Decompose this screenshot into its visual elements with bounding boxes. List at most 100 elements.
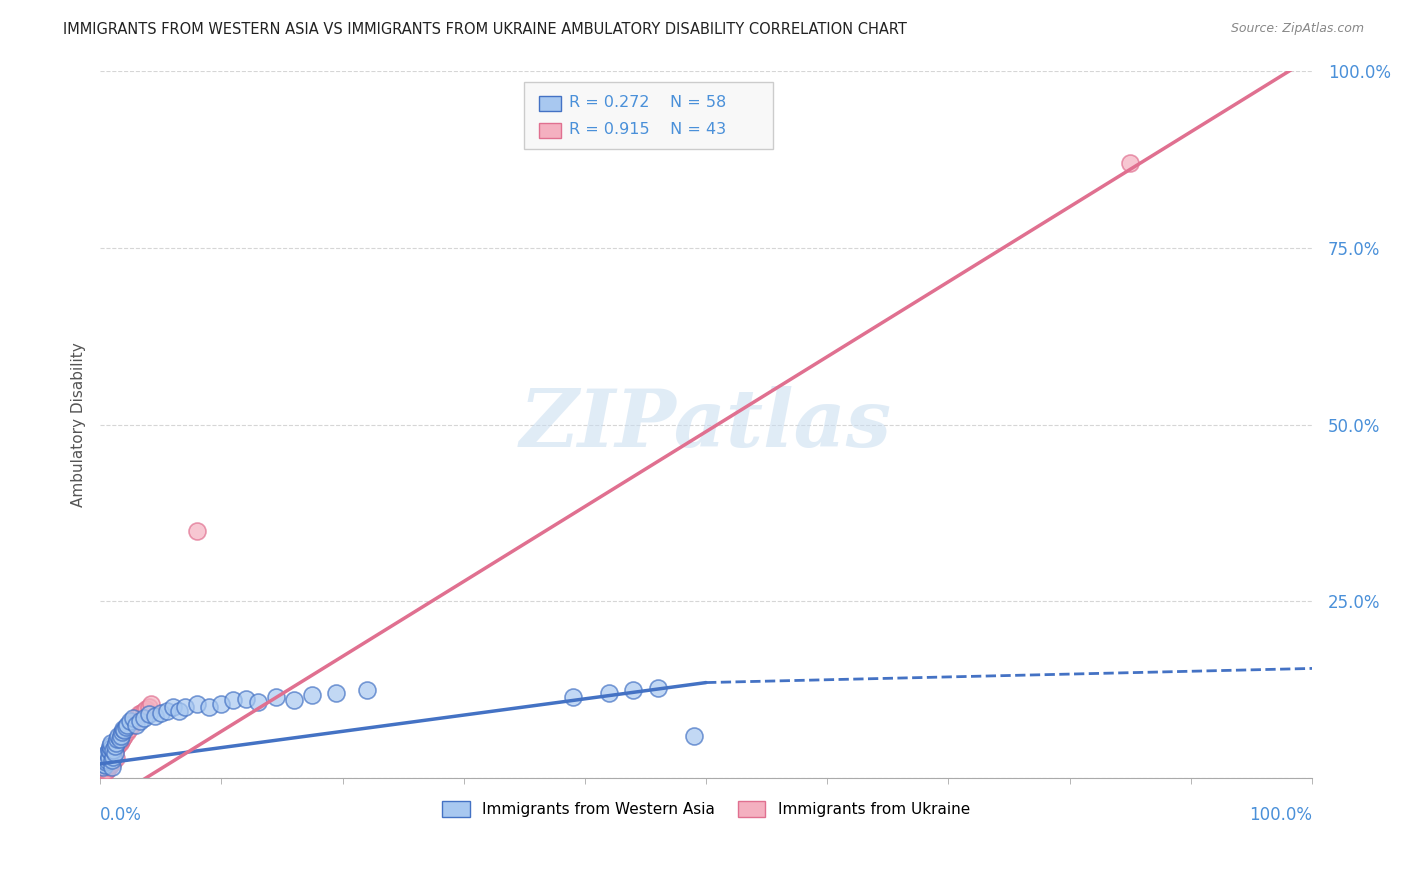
Point — [104, 743, 127, 757]
Point — [104, 741, 127, 756]
Point — [100, 736, 122, 750]
Point — [101, 760, 124, 774]
Point — [104, 736, 127, 750]
FancyBboxPatch shape — [538, 123, 561, 138]
Point — [167, 704, 190, 718]
Point — [598, 686, 620, 700]
Point — [94, 758, 117, 772]
Point — [683, 729, 706, 743]
Point — [104, 739, 127, 754]
Point — [100, 756, 122, 771]
Point — [93, 756, 115, 771]
Point — [100, 741, 122, 756]
Point — [111, 732, 134, 747]
Point — [149, 706, 172, 720]
Text: 0.0%: 0.0% — [100, 806, 142, 824]
Point — [128, 707, 150, 722]
Point — [647, 681, 669, 695]
Point — [235, 691, 257, 706]
Point — [105, 732, 128, 747]
Point — [162, 700, 184, 714]
Point — [108, 732, 131, 747]
Point — [91, 760, 114, 774]
Point — [118, 722, 141, 736]
Point — [110, 729, 132, 743]
Point — [129, 714, 152, 729]
Text: 100.0%: 100.0% — [1249, 806, 1312, 824]
Point — [96, 753, 118, 767]
Point — [91, 760, 114, 774]
Point — [111, 725, 134, 739]
Text: IMMIGRANTS FROM WESTERN ASIA VS IMMIGRANTS FROM UKRAINE AMBULATORY DISABILITY CO: IMMIGRANTS FROM WESTERN ASIA VS IMMIGRAN… — [63, 22, 907, 37]
Point — [186, 697, 208, 711]
Point — [96, 749, 118, 764]
Point — [112, 729, 135, 743]
Point — [138, 707, 160, 722]
Point — [107, 737, 129, 751]
Point — [112, 723, 135, 737]
FancyBboxPatch shape — [538, 95, 561, 112]
Point — [97, 751, 120, 765]
Point — [198, 700, 221, 714]
Point — [103, 743, 125, 757]
Text: R = 0.915    N = 43: R = 0.915 N = 43 — [569, 122, 727, 137]
Point — [96, 764, 118, 778]
Point — [125, 711, 148, 725]
Point — [222, 693, 245, 707]
Point — [1119, 156, 1142, 170]
Point — [100, 748, 122, 763]
FancyBboxPatch shape — [524, 82, 773, 149]
Point — [91, 764, 114, 778]
Point — [115, 718, 138, 732]
Point — [112, 730, 135, 744]
Point — [115, 725, 138, 739]
Point — [94, 753, 117, 767]
Point — [121, 711, 143, 725]
Point — [139, 697, 162, 711]
Point — [93, 763, 115, 777]
Point — [143, 708, 166, 723]
Point — [96, 746, 118, 760]
Point — [132, 711, 155, 725]
Point — [96, 763, 118, 777]
Point — [104, 746, 127, 760]
Point — [108, 736, 131, 750]
Text: ZIPatlas: ZIPatlas — [520, 385, 893, 463]
Point — [325, 686, 347, 700]
Y-axis label: Ambulatory Disability: Ambulatory Disability — [72, 343, 86, 507]
Point — [98, 744, 121, 758]
Point — [97, 743, 120, 757]
Point — [125, 718, 148, 732]
Point — [98, 758, 121, 772]
Text: Source: ZipAtlas.com: Source: ZipAtlas.com — [1230, 22, 1364, 36]
Point — [110, 734, 132, 748]
Point — [114, 720, 136, 734]
Point — [94, 758, 117, 772]
Point — [96, 753, 118, 767]
Point — [209, 697, 232, 711]
Legend: Immigrants from Western Asia, Immigrants from Ukraine: Immigrants from Western Asia, Immigrants… — [436, 795, 976, 823]
Point — [131, 706, 153, 720]
Point — [356, 682, 378, 697]
Point — [98, 739, 121, 754]
Point — [156, 704, 179, 718]
Point — [621, 682, 644, 697]
Point — [138, 700, 160, 714]
Point — [122, 714, 145, 729]
Point — [561, 690, 583, 704]
Point — [93, 756, 115, 771]
Point — [101, 746, 124, 760]
Point — [94, 760, 117, 774]
Point — [103, 744, 125, 758]
Text: R = 0.272    N = 58: R = 0.272 N = 58 — [569, 95, 727, 111]
Point — [97, 760, 120, 774]
Point — [98, 749, 121, 764]
Point — [107, 729, 129, 743]
Point — [96, 756, 118, 770]
Point — [103, 749, 125, 764]
Point — [186, 524, 208, 538]
Point — [174, 700, 197, 714]
Point — [264, 690, 287, 704]
Point — [246, 695, 269, 709]
Point — [104, 751, 127, 765]
